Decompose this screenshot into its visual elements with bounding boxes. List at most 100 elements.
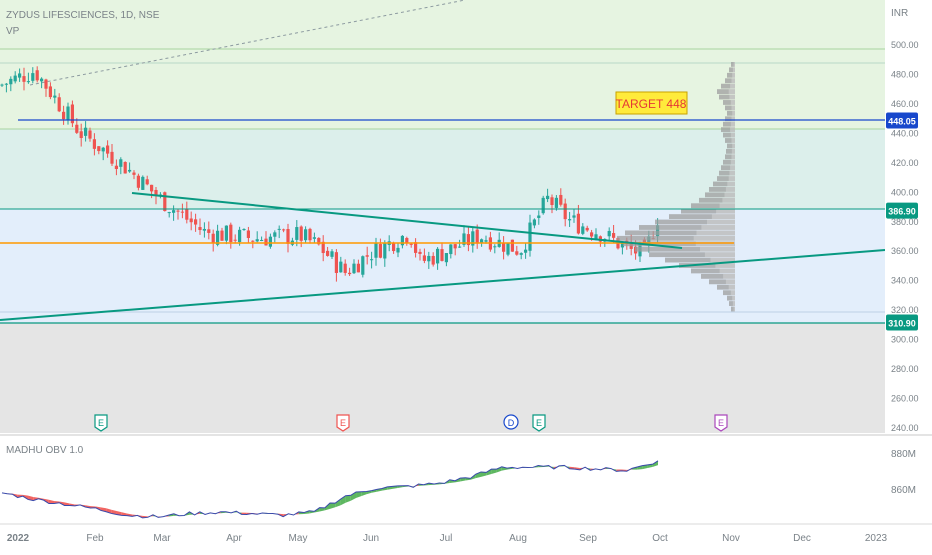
volume-profile-bar-segment [731, 122, 735, 127]
price-tick-label: 440.00 [891, 128, 919, 138]
volume-profile-bar-segment [700, 247, 735, 252]
volume-profile-bar-segment [697, 230, 736, 235]
time-tick-label: Apr [226, 533, 242, 544]
volume-profile-bar-segment [720, 269, 735, 274]
event-marker[interactable]: E [337, 415, 349, 431]
volume-profile-bar-segment [734, 62, 735, 67]
event-marker-label: E [718, 418, 724, 428]
volume-profile-bar-segment [732, 78, 736, 83]
volume-profile-bar-segment [729, 171, 735, 176]
volume-profile-bar-segment [730, 165, 735, 170]
time-tick-label: Sep [579, 533, 597, 544]
candle [506, 242, 509, 256]
volume-profile-bar-segment [729, 285, 735, 290]
price-badge-label: 310.90 [888, 319, 916, 329]
price-badge: 310.90 [886, 315, 918, 331]
volume-profile-bar-segment [727, 182, 735, 187]
volume-profile-bar-segment [734, 307, 735, 312]
event-marker-label: E [536, 418, 542, 428]
zone-mid [0, 129, 885, 209]
price-badge-label: 448.05 [888, 117, 916, 127]
volume-profile-bar-segment [732, 111, 735, 116]
indicator-tick: 880M [891, 449, 916, 460]
event-marker[interactable]: E [715, 415, 727, 431]
volume-profile-bar-segment [712, 214, 735, 219]
volume-profile-bar-segment [732, 144, 735, 149]
target-annotation[interactable]: TARGET 448 [616, 92, 687, 114]
time-tick-label: 2023 [865, 533, 888, 544]
price-badge: 386.90 [886, 203, 918, 219]
time-tick-label: Dec [793, 533, 811, 544]
volume-profile-bar-segment [730, 84, 735, 89]
price-tick-label: 480.00 [891, 69, 919, 79]
price-tick-label: 280.00 [891, 364, 919, 374]
candle [361, 255, 364, 277]
volume-profile-bar-segment [730, 127, 735, 132]
price-tick-label: 340.00 [891, 276, 919, 286]
price-tick-label: 420.00 [891, 158, 919, 168]
candle [141, 175, 144, 190]
volume-profile-bar-segment [722, 198, 735, 203]
price-tick-label: 500.00 [891, 40, 919, 50]
volume-profile-bar-segment [705, 252, 735, 257]
volume-profile-bar-segment [732, 73, 735, 78]
volume-profile-bar-segment [701, 225, 735, 230]
time-tick-label: Aug [509, 533, 527, 544]
candle [317, 237, 320, 245]
vp-label: VP [6, 26, 20, 37]
volume-profile-bar-segment [729, 176, 735, 181]
zone-low [0, 209, 885, 323]
volume-profile-bar-segment [707, 220, 735, 225]
event-marker[interactable]: E [95, 415, 107, 431]
price-tick-label: 320.00 [891, 305, 919, 315]
price-tick-label: 240.00 [891, 423, 919, 433]
price-tick-label: 260.00 [891, 394, 919, 404]
volume-profile-bar-segment [732, 138, 736, 143]
volume-profile-bar-segment [694, 236, 735, 241]
event-marker[interactable]: D [504, 415, 518, 429]
volume-profile-bar-segment [723, 274, 735, 279]
candle [542, 196, 545, 215]
volume-profile-bar-segment [732, 154, 736, 159]
volume-profile-bar-segment [725, 192, 736, 197]
volume-profile-bar-segment [720, 203, 735, 208]
time-tick-label: Nov [722, 533, 740, 544]
event-marker-label: E [340, 418, 346, 428]
candle [71, 101, 74, 128]
event-marker-label: D [508, 418, 515, 428]
volume-profile-bar-segment [731, 100, 735, 105]
volume-profile-bar-segment [731, 133, 735, 138]
candle [124, 161, 127, 173]
indicator-tick: 860M [891, 485, 916, 496]
zone-bottom [0, 323, 885, 433]
indicator-pane [0, 436, 885, 524]
price-badge-label: 386.90 [888, 207, 916, 217]
target-label: TARGET 448 [616, 97, 687, 111]
time-tick-label: Mar [153, 533, 171, 544]
volume-profile-bar-segment [731, 160, 735, 165]
price-tick-label: 400.00 [891, 187, 919, 197]
volume-profile-bar-segment [726, 279, 735, 284]
volume-profile-bar-segment [729, 95, 735, 100]
price-tick-label: 360.00 [891, 246, 919, 256]
volume-profile-bar-segment [726, 187, 735, 192]
time-tick-label: Oct [652, 533, 668, 544]
candle [511, 240, 514, 252]
time-tick-label: Jul [440, 533, 453, 544]
volume-profile-bar-segment [733, 301, 735, 306]
volume-profile-bar-segment [732, 296, 735, 301]
symbol-title: ZYDUS LIFESCIENCES, 1D, NSE [6, 10, 160, 21]
event-marker-label: E [98, 418, 104, 428]
volume-profile-bar-segment [729, 89, 735, 94]
time-tick-label: Jun [363, 533, 379, 544]
volume-profile-bar-segment [732, 105, 736, 110]
price-tick-label: 300.00 [891, 335, 919, 345]
event-marker[interactable]: E [533, 415, 545, 431]
volume-profile-bar-segment [733, 67, 735, 72]
indicator-title: MADHU OBV 1.0 [6, 445, 84, 456]
time-tick-label: May [289, 533, 308, 544]
currency-label: INR [891, 8, 908, 19]
